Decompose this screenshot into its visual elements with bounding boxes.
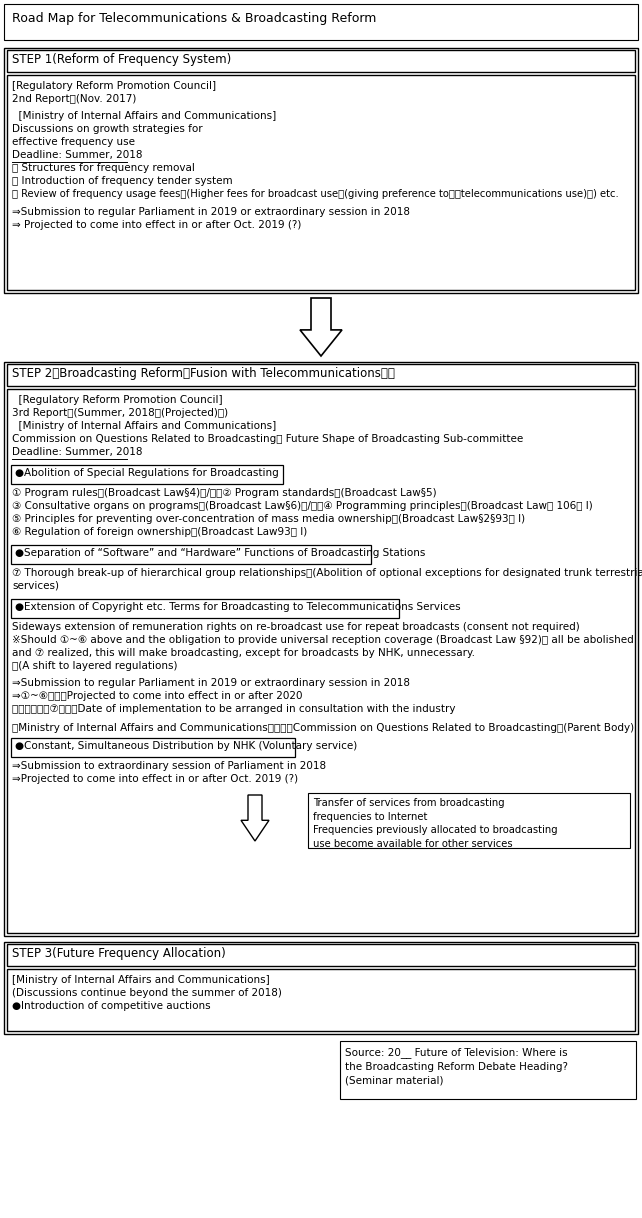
Bar: [340, 1041, 636, 1099]
Bar: [11, 599, 399, 618]
Text: (Discussions continue beyond the summer of 2018): (Discussions continue beyond the summer …: [12, 988, 282, 998]
Text: ・ Review of frequency usage fees　(Higher fees for broadcast use　(giving preferen: ・ Review of frequency usage fees (Higher…: [12, 189, 619, 199]
Text: [Ministry of Internal Affairs and Communications]: [Ministry of Internal Affairs and Commun…: [12, 111, 276, 121]
Bar: [4, 48, 638, 294]
Text: ⑦：　　Date of implementation to be arranged in consultation with the industry: ⑦： Date of implementation to be arranged…: [12, 704, 456, 714]
Text: ⇒Submission to extraordinary session of Parliament in 2018: ⇒Submission to extraordinary session of …: [12, 761, 326, 771]
Bar: [7, 970, 635, 1030]
Text: ⇒Submission to regular Parliament in 2019 or extraordinary session in 2018: ⇒Submission to regular Parliament in 201…: [12, 678, 410, 688]
Bar: [4, 4, 638, 40]
Text: Sideways extension of remuneration rights on re-broadcast use for repeat broadca: Sideways extension of remuneration right…: [12, 622, 580, 632]
Text: [Ministry of Internal Affairs and Communications]: [Ministry of Internal Affairs and Commun…: [12, 974, 270, 985]
Bar: [7, 50, 635, 72]
Text: [Ministry of Internal Affairs and Communications]: [Ministry of Internal Affairs and Commun…: [12, 421, 276, 431]
Text: Deadline: Summer, 2018: Deadline: Summer, 2018: [12, 150, 143, 160]
Polygon shape: [300, 298, 342, 356]
Text: ⇒ Projected to come into effect in or after Oct. 2019 (?): ⇒ Projected to come into effect in or af…: [12, 220, 301, 230]
Text: ※Should ①~⑥ above and the obligation to provide universal reception coverage (Br: ※Should ①~⑥ above and the obligation to …: [12, 635, 634, 646]
Text: services): services): [12, 581, 59, 591]
Text: 2nd Report　(Nov. 2017): 2nd Report (Nov. 2017): [12, 94, 136, 104]
Text: ・ Structures for frequency removal: ・ Structures for frequency removal: [12, 163, 195, 173]
Text: Deadline: Summer, 2018: Deadline: Summer, 2018: [12, 447, 143, 457]
Text: ●Constant, Simultaneous Distribution by NHK (Voluntary service): ●Constant, Simultaneous Distribution by …: [15, 741, 357, 752]
Bar: [11, 738, 295, 758]
Text: Road Map for Telecommunications & Broadcasting Reform: Road Map for Telecommunications & Broadc…: [12, 12, 376, 26]
Text: ●Separation of “Software” and “Hardware” Functions of Broadcasting Stations: ●Separation of “Software” and “Hardware”…: [15, 548, 426, 558]
Text: ・ Introduction of frequency tender system: ・ Introduction of frequency tender syste…: [12, 175, 232, 186]
Text: ●Abolition of Special Regulations for Broadcasting: ●Abolition of Special Regulations for Br…: [15, 468, 279, 477]
Text: 3rd Report　(Summer, 2018　(Projected)　): 3rd Report (Summer, 2018 (Projected) ): [12, 408, 228, 418]
Text: ⇒Submission to regular Parliament in 2019 or extraordinary session in 2018: ⇒Submission to regular Parliament in 201…: [12, 207, 410, 217]
Bar: [11, 544, 371, 564]
Text: STEP 3(Future Frequency Allocation): STEP 3(Future Frequency Allocation): [12, 948, 226, 960]
Text: ●Extension of Copyright etc. Terms for Broadcasting to Telecommunications Servic: ●Extension of Copyright etc. Terms for B…: [15, 602, 460, 611]
Text: Discussions on growth strategies for: Discussions on growth strategies for: [12, 124, 203, 134]
Text: ⑤ Principles for preventing over-concentration of mass media ownership　(Broadcas: ⑤ Principles for preventing over-concent…: [12, 514, 525, 524]
Bar: [11, 465, 283, 484]
Text: 【Ministry of Internal Affairs and Communications】　　　Commission on Questions Rela: 【Ministry of Internal Affairs and Commun…: [12, 723, 634, 733]
Text: ⇒①~⑥：　　Projected to come into effect in or after 2020: ⇒①~⑥： Projected to come into effect in o…: [12, 691, 302, 702]
Text: STEP 2（Broadcasting Reform（Fusion with Telecommunications））: STEP 2（Broadcasting Reform（Fusion with T…: [12, 367, 395, 380]
Text: and ⑦ realized, this will make broadcasting, except for broadcasts by NHK, unnec: and ⑦ realized, this will make broadcast…: [12, 648, 475, 658]
Polygon shape: [241, 795, 269, 840]
Text: ③ Consultative organs on programs　(Broadcast Law§6)　/　　④ Programming principles　: ③ Consultative organs on programs (Broad…: [12, 501, 593, 512]
Bar: [4, 942, 638, 1034]
Bar: [7, 389, 635, 933]
Text: [Regulatory Reform Promotion Council]: [Regulatory Reform Promotion Council]: [12, 82, 216, 91]
Text: ⑥ Regulation of foreign ownership　(Broadcast Law93　 I): ⑥ Regulation of foreign ownership (Broad…: [12, 527, 308, 537]
Text: Transfer of services from broadcasting
frequencies to Internet
Frequencies previ: Transfer of services from broadcasting f…: [313, 798, 558, 849]
Text: [Regulatory Reform Promotion Council]: [Regulatory Reform Promotion Council]: [12, 395, 223, 406]
Bar: [308, 793, 630, 848]
Text: ●Introduction of competitive auctions: ●Introduction of competitive auctions: [12, 1001, 211, 1011]
Text: effective frequency use: effective frequency use: [12, 136, 135, 147]
Bar: [7, 364, 635, 386]
Bar: [4, 362, 638, 935]
Text: (A shift to layered regulations): (A shift to layered regulations): [12, 661, 177, 671]
Text: ⑦ Thorough break-up of hierarchical group relationships　(Abolition of optional e: ⑦ Thorough break-up of hierarchical grou…: [12, 568, 642, 579]
Text: Commission on Questions Related to Broadcasting　 Future Shape of Broadcasting Su: Commission on Questions Related to Broad…: [12, 434, 523, 445]
Text: Source: 20__ Future of Television: Where is
the Broadcasting Reform Debate Headi: Source: 20__ Future of Television: Where…: [345, 1047, 568, 1086]
Text: ⇒Projected to come into effect in or after Oct. 2019 (?): ⇒Projected to come into effect in or aft…: [12, 773, 298, 784]
Bar: [7, 944, 635, 966]
Bar: [7, 76, 635, 290]
Text: ① Program rules　(Broadcast Law§4)　/　　② Program standards　(Broadcast Law§5): ① Program rules (Broadcast Law§4) / ② Pr…: [12, 488, 437, 498]
Text: STEP 1(Reform of Frequency System): STEP 1(Reform of Frequency System): [12, 54, 231, 66]
